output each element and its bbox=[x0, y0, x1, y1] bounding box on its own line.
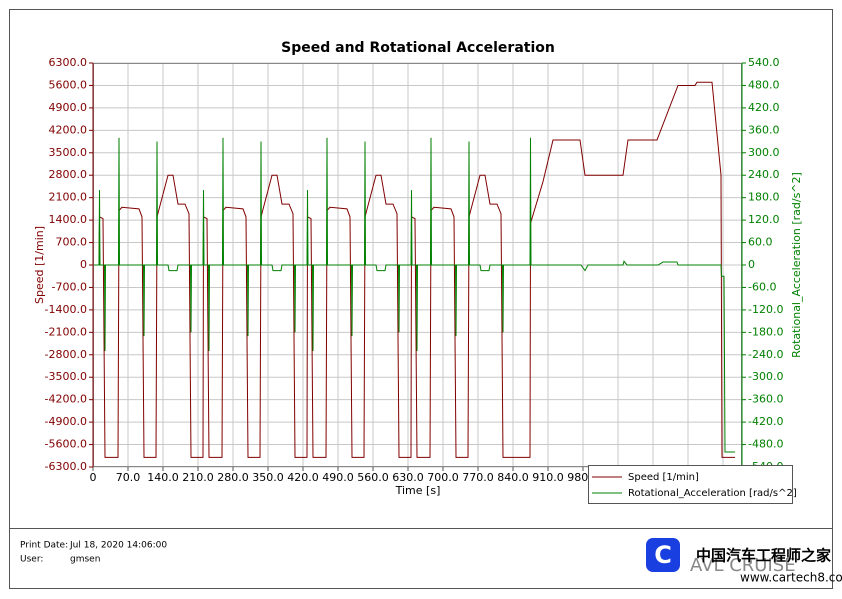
y-tick-label: -1400.0 bbox=[45, 303, 87, 316]
y-tick-label: 4200.0 bbox=[49, 123, 88, 136]
y-tick-label: 2800.0 bbox=[49, 168, 88, 181]
watermark-url: www.cartech8.com bbox=[740, 571, 842, 585]
x-tick-label: 0 bbox=[90, 471, 97, 484]
y-tick-label: 6300.0 bbox=[49, 56, 88, 69]
print-date-label: Print Date: bbox=[20, 541, 68, 551]
x-tick-label: 840.0 bbox=[497, 471, 529, 484]
y-axis-title: Speed [1/min] bbox=[33, 226, 46, 304]
user: gmsen bbox=[70, 555, 100, 565]
y2-tick-label: -480.0 bbox=[748, 438, 783, 451]
y2-tick-label: 300.0 bbox=[748, 146, 780, 159]
logo-icon-letter: C bbox=[654, 541, 672, 569]
x-axis-title: Time [s] bbox=[395, 484, 441, 497]
y2-tick-label: -120.0 bbox=[748, 303, 783, 316]
x-tick-label: 280.0 bbox=[217, 471, 249, 484]
series-line bbox=[93, 137, 735, 453]
y-tick-label: 2100.0 bbox=[49, 191, 88, 204]
y2-tick-label: 360.0 bbox=[748, 123, 780, 136]
y2-tick-label: 240.0 bbox=[748, 168, 780, 181]
legend: Speed [1/min] Rotational_Acceleration [ra… bbox=[588, 465, 797, 504]
y-tick-label: 3500.0 bbox=[49, 146, 88, 159]
legend-label: Speed [1/min] bbox=[628, 472, 699, 483]
user-label: User: bbox=[20, 555, 43, 565]
y-tick-label: 1400.0 bbox=[49, 213, 88, 226]
y2-tick-label: -420.0 bbox=[748, 415, 783, 428]
x-tick-label: 630.0 bbox=[392, 471, 424, 484]
y2-tick-label: 180.0 bbox=[748, 191, 780, 204]
x-tick-label: 770.0 bbox=[462, 471, 494, 484]
x-tick-label: 490.0 bbox=[322, 471, 354, 484]
y-tick-label: -700.0 bbox=[52, 280, 87, 293]
y2-tick-label: 540.0 bbox=[748, 56, 780, 69]
y2-tick-label: 60.0 bbox=[748, 236, 773, 249]
x-tick-label: 910.0 bbox=[532, 471, 564, 484]
chart-title: Speed and Rotational Acceleration bbox=[281, 40, 555, 56]
y2-tick-label: 480.0 bbox=[748, 78, 780, 91]
y-tick-label: -3500.0 bbox=[45, 370, 87, 383]
y-tick-label: -4900.0 bbox=[45, 415, 87, 428]
y2-axis-title: Rotational_Acceleration [rad/s^2] bbox=[790, 172, 803, 358]
x-tick-label: 70.0 bbox=[116, 471, 141, 484]
y2-tick-label: 120.0 bbox=[748, 213, 780, 226]
y2-tick-label: -300.0 bbox=[748, 370, 783, 383]
x-tick-label: 350.0 bbox=[252, 471, 284, 484]
logo-icon bbox=[646, 538, 680, 572]
y2-tick-label: -60.0 bbox=[748, 280, 776, 293]
x-tick-label: 560.0 bbox=[357, 471, 389, 484]
series-line bbox=[93, 81, 735, 458]
y-tick-label: -6300.0 bbox=[45, 460, 87, 473]
y-tick-label: -5600.0 bbox=[45, 438, 87, 451]
y2-tick-label: -360.0 bbox=[748, 393, 783, 406]
x-tick-label: 420.0 bbox=[287, 471, 319, 484]
watermark: 中国汽车工程师之家 bbox=[696, 547, 831, 565]
y2-tick-label: -240.0 bbox=[748, 348, 783, 361]
y-tick-label: -2100.0 bbox=[45, 325, 87, 338]
y2-tick-label: 420.0 bbox=[748, 101, 780, 114]
x-tick-label: 700.0 bbox=[427, 471, 459, 484]
x-tick-label: 140.0 bbox=[147, 471, 179, 484]
plot-area bbox=[93, 81, 735, 458]
y-tick-label: -2800.0 bbox=[45, 348, 87, 361]
logo: AVL CRUISE bbox=[690, 555, 796, 576]
y-tick-label: 700.0 bbox=[56, 236, 88, 249]
y2-tick-label: -180.0 bbox=[748, 325, 783, 338]
y2-tick-label: 0 bbox=[748, 258, 755, 271]
y-tick-label: 0 bbox=[80, 258, 87, 271]
print-date: Jul 18, 2020 14:06:00 bbox=[69, 541, 167, 551]
legend-box bbox=[588, 465, 793, 504]
y-tick-label: 4900.0 bbox=[49, 101, 88, 114]
x-tick-label: 210.0 bbox=[182, 471, 214, 484]
y-tick-label: 5600.0 bbox=[49, 78, 88, 91]
y-tick-label: -4200.0 bbox=[45, 393, 87, 406]
legend-label: Rotational_Acceleration [rad/s^2] bbox=[628, 488, 797, 499]
